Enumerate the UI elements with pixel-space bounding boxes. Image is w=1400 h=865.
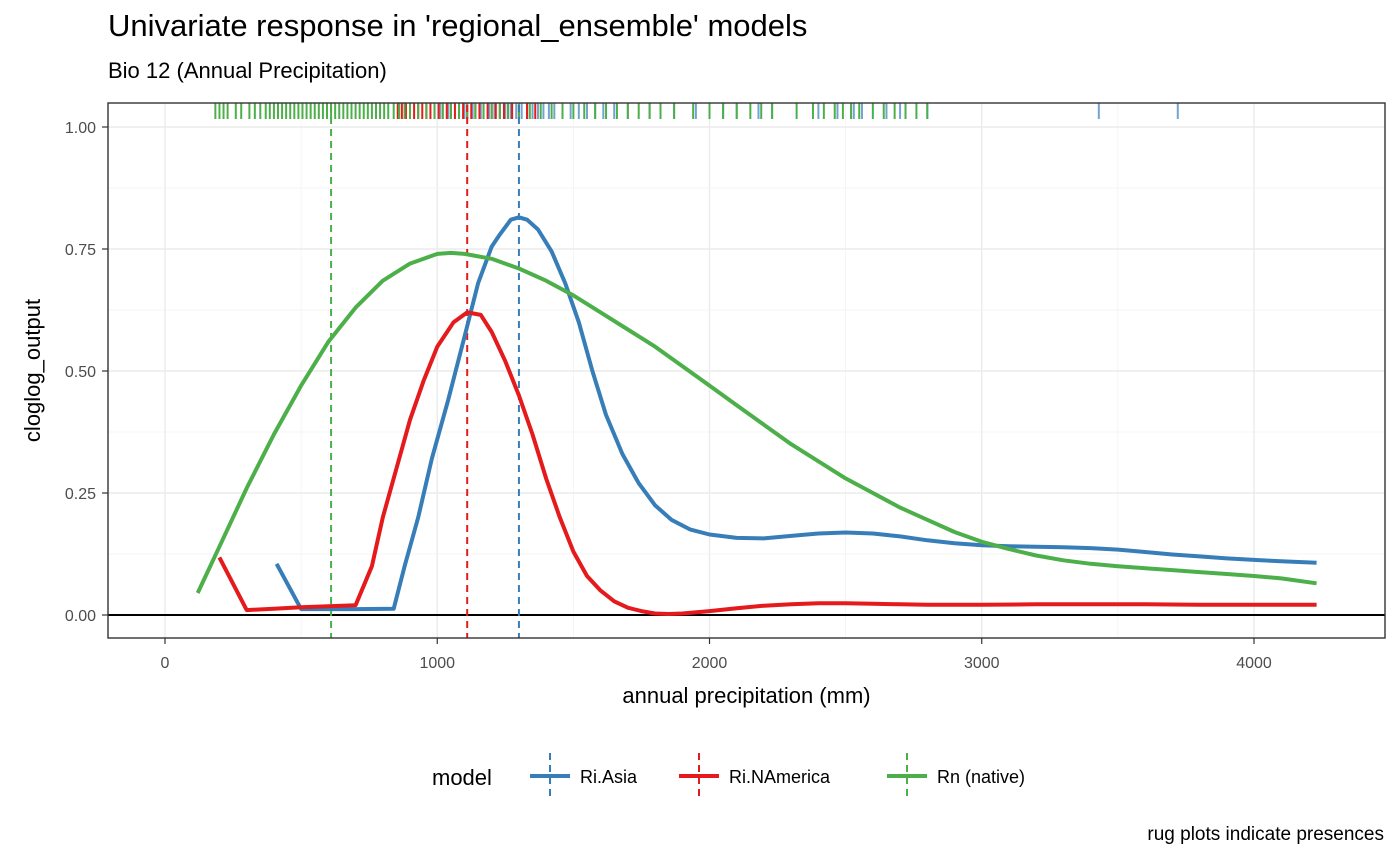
legend: model Ri.Asia Ri.NAmerica Rn (native) <box>432 753 1025 800</box>
y-tick-label: 1.00 <box>65 120 96 137</box>
series-line-ri-namerica <box>217 310 1317 616</box>
y-tick-label: 0.50 <box>65 364 96 381</box>
x-tick-label: 1000 <box>419 655 455 672</box>
series-line-ri-asia <box>274 215 1317 612</box>
y-axis-title: cloglog_output <box>20 299 45 442</box>
rug-marks <box>214 103 1179 119</box>
y-tick-label: 0.75 <box>65 242 96 259</box>
legend-item-rn-native-: Rn (native) <box>887 753 1025 800</box>
x-tick-label: 2000 <box>692 655 728 672</box>
x-tick-label: 0 <box>161 655 170 672</box>
legend-item-ri-namerica: Ri.NAmerica <box>679 753 831 800</box>
chart-subtitle: Bio 12 (Annual Precipitation) <box>108 58 387 83</box>
legend-label: Ri.NAmerica <box>729 767 831 787</box>
chart-title: Univariate response in 'regional_ensembl… <box>108 8 808 43</box>
legend-label: Rn (native) <box>937 767 1025 787</box>
legend-label: Ri.Asia <box>580 767 638 787</box>
series-line-rn-native- <box>195 250 1317 594</box>
x-axis-title: annual precipitation (mm) <box>622 683 870 708</box>
x-tick-label: 3000 <box>964 655 1000 672</box>
legend-title: model <box>432 765 492 790</box>
chart-caption: rug plots indicate presences <box>1147 824 1384 845</box>
grid-lines <box>108 103 1385 638</box>
y-tick-label: 0.00 <box>65 608 96 625</box>
legend-item-ri-asia: Ri.Asia <box>530 753 638 800</box>
y-tick-label: 0.25 <box>65 486 96 503</box>
x-tick-label: 4000 <box>1236 655 1272 672</box>
